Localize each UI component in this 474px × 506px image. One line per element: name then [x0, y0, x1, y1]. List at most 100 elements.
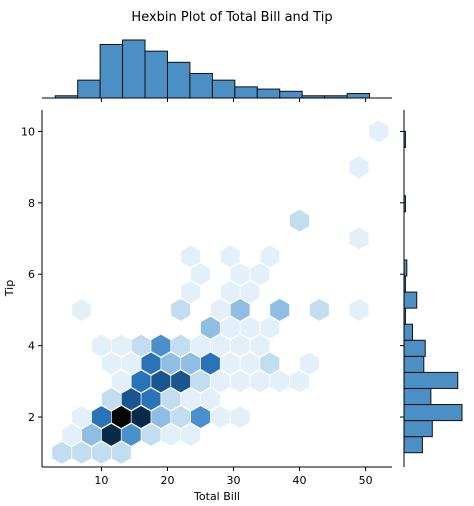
- hexbin-cell: [52, 441, 72, 464]
- hexbin-cell: [210, 406, 230, 429]
- hexbin-cell: [121, 352, 141, 375]
- marginal-x-bar: [99, 43, 124, 99]
- hexbin-cell: [220, 352, 240, 375]
- hexbin-cell: [111, 370, 131, 393]
- hexbin-cell: [220, 245, 240, 268]
- marginal-x-bar: [144, 50, 168, 99]
- x-axis-ticks: 10 20 30 40 50: [94, 98, 373, 487]
- hexbin-cell: [111, 334, 131, 357]
- marginal-y-bar: [403, 436, 423, 454]
- hexbin-cell: [200, 388, 220, 411]
- marginal-x-bar: [77, 79, 101, 99]
- hexbin-cell: [369, 120, 389, 143]
- hexbin-cell: [210, 298, 230, 321]
- marginal-y-histogram: [403, 130, 463, 454]
- hexbin-cell: [141, 388, 161, 411]
- hexbin-cell: [230, 298, 250, 321]
- hexbin-cell: [181, 388, 201, 411]
- hexbin-cell: [200, 316, 220, 339]
- hexbin-cell: [260, 352, 280, 375]
- hexbin-cell: [171, 370, 191, 393]
- hexbin-cell: [250, 263, 270, 286]
- hexbin-cells: [52, 120, 389, 464]
- marginal-x-bar: [234, 86, 258, 99]
- y-axis-label: Tip: [3, 280, 16, 297]
- x-tick-label: 50: [359, 474, 373, 487]
- hexbin-cell: [349, 227, 369, 250]
- hexbin-cell: [270, 370, 290, 393]
- hexbin-cell: [220, 316, 240, 339]
- hexbin-cell: [181, 352, 201, 375]
- hexbin-cell: [181, 281, 201, 304]
- x-tick-label: 10: [94, 474, 108, 487]
- hexbin-cell: [240, 352, 260, 375]
- marginal-y-bar: [403, 404, 463, 422]
- hexbin-cell: [121, 388, 141, 411]
- hexbin-cell: [260, 316, 280, 339]
- hexbin-cell: [299, 352, 319, 375]
- hexbin-cell: [181, 245, 201, 268]
- marginal-y-bar: [403, 355, 425, 373]
- hexbin-cell: [131, 406, 151, 429]
- hexbin-cell: [240, 281, 260, 304]
- marginal-y-bar: [403, 387, 432, 406]
- y-tick-label: 8: [28, 197, 35, 210]
- hexbin-cell: [230, 406, 250, 429]
- hexbin-cell: [82, 423, 102, 446]
- hexbin-cell: [91, 441, 111, 464]
- y-tick-label: 4: [28, 340, 35, 353]
- marginal-x-bar: [211, 79, 236, 99]
- marginal-y-bar: [403, 339, 426, 357]
- hexbin-cell: [309, 298, 329, 321]
- hexbin-cell: [200, 352, 220, 375]
- hexbin-cell: [101, 352, 121, 375]
- x-tick-label: 30: [227, 474, 241, 487]
- hexbin-cell: [349, 156, 369, 179]
- hexbin-cell: [62, 423, 82, 446]
- hexbin-cell: [91, 334, 111, 357]
- hexbin-cell: [121, 423, 141, 446]
- hexbin-cell: [250, 334, 270, 357]
- marginal-y-bar: [403, 371, 459, 389]
- hexbin-cell: [131, 334, 151, 357]
- marginal-x-bar: [122, 39, 146, 99]
- hexbin-cell: [101, 423, 121, 446]
- hexbin-cell: [260, 245, 280, 268]
- hexbin-cell: [171, 334, 191, 357]
- hexbin-cell: [111, 441, 131, 464]
- marginal-x-bar: [346, 93, 371, 99]
- hexbin-cell: [210, 334, 230, 357]
- y-tick-label: 2: [28, 411, 35, 424]
- hexbin-cell: [111, 406, 131, 429]
- hexbin-cell: [141, 423, 161, 446]
- hexbin-cell: [220, 281, 240, 304]
- hexbin-cell: [270, 298, 290, 321]
- marginal-x-bar: [256, 88, 281, 99]
- x-tick-label: 20: [160, 474, 174, 487]
- hexbin-cell: [171, 406, 191, 429]
- hexbin-cell: [131, 370, 151, 393]
- hexbin-cell: [72, 298, 92, 321]
- hexbin-cell: [151, 334, 171, 357]
- hexbin-cell: [250, 370, 270, 393]
- hexbin-cell: [151, 370, 171, 393]
- hexbin-cell: [290, 209, 310, 232]
- hexbin-cell: [230, 263, 250, 286]
- hexbin-cell: [230, 334, 250, 357]
- hexbin-cell: [190, 263, 211, 286]
- hexbin-cell: [190, 334, 211, 357]
- x-tick-label: 40: [293, 474, 307, 487]
- marginal-y-bar: [403, 323, 413, 341]
- hexbin-cell: [72, 441, 92, 464]
- hexbin-cell: [190, 406, 211, 429]
- hexbin-cell: [101, 388, 121, 411]
- hexbin-cell: [161, 388, 181, 411]
- marginal-x-bar: [279, 90, 303, 99]
- marginal-y-bar: [403, 420, 433, 438]
- hexbin-cell: [72, 406, 92, 429]
- marginal-y-bar: [403, 291, 418, 309]
- x-axis-label: Total Bill: [193, 490, 240, 503]
- hexbin-cell: [230, 370, 250, 393]
- y-axis-ticks: 2 4 6 8 10: [21, 125, 404, 424]
- marginal-x-bar: [189, 72, 213, 99]
